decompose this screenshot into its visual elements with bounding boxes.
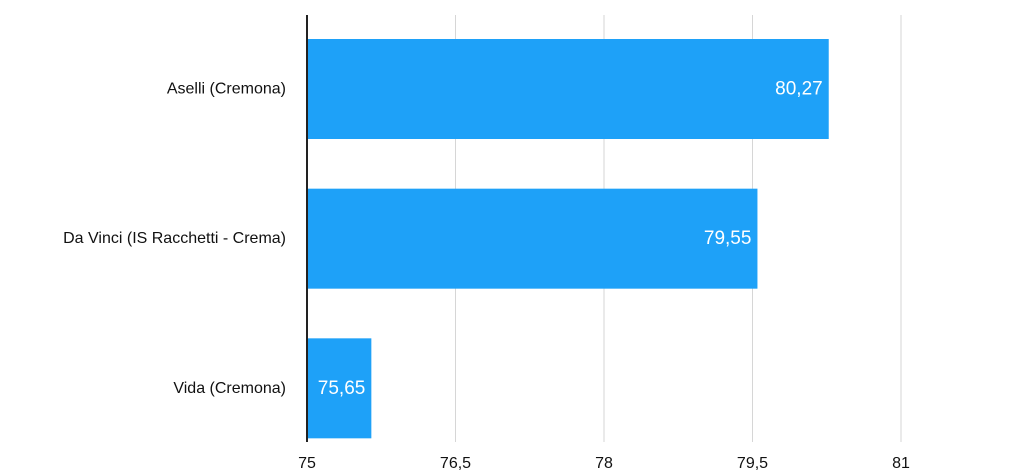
category-label: Vida (Cremona) [173, 380, 286, 397]
category-label: Aselli (Cremona) [167, 81, 286, 98]
bar-value-label: 75,65 [318, 378, 366, 399]
x-tick-label: 75 [298, 455, 316, 472]
x-tick-label: 78 [595, 455, 613, 472]
x-tick-label: 79,5 [737, 455, 768, 472]
x-tick-label: 81 [892, 455, 910, 472]
bar-layer [307, 39, 829, 439]
bar [307, 188, 758, 289]
bar-value-label: 80,27 [775, 79, 823, 100]
bar [307, 39, 829, 139]
label-layer: 75 76,5 78 79,5 81 Aselli (Cremona) 80,27 Da Vi… [63, 79, 910, 473]
x-tick-label: 76,5 [440, 455, 471, 472]
bar [307, 338, 372, 439]
category-label: Da Vinci (IS Racchetti - Crema) [63, 230, 286, 247]
bar-value-label: 79,55 [704, 228, 752, 249]
